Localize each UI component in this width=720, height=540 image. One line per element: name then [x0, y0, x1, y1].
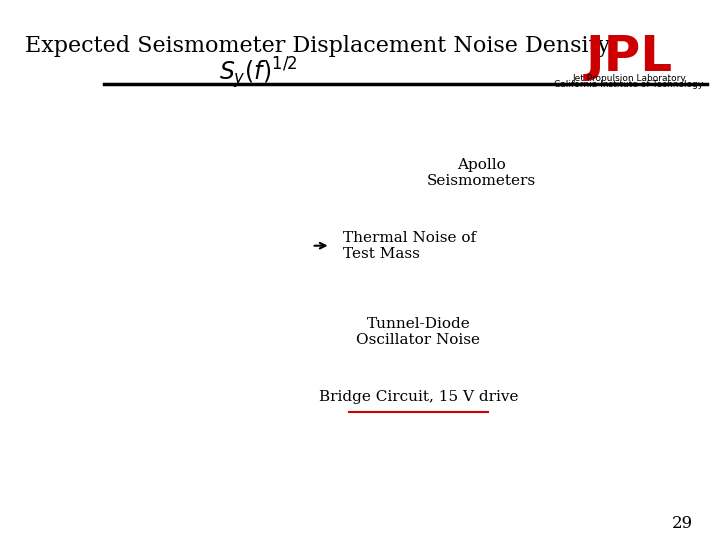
- Text: 29: 29: [672, 515, 693, 532]
- Text: $S_y(f)^{1/2}$: $S_y(f)^{1/2}$: [219, 55, 297, 91]
- Text: Thermal Noise of
Test Mass: Thermal Noise of Test Mass: [343, 231, 476, 261]
- Text: California Institute of Technology: California Institute of Technology: [554, 80, 703, 89]
- Text: Apollo
Seismometers: Apollo Seismometers: [427, 158, 536, 188]
- Text: JPL: JPL: [585, 33, 672, 80]
- Text: Tunnel-Diode
Oscillator Noise: Tunnel-Diode Oscillator Noise: [356, 317, 480, 347]
- Text: Bridge Circuit, 15 V drive: Bridge Circuit, 15 V drive: [319, 390, 518, 404]
- Text: Expected Seismometer Displacement Noise Density: Expected Seismometer Displacement Noise …: [25, 35, 611, 57]
- Text: Jet Propulsion Laboratory: Jet Propulsion Laboratory: [572, 74, 685, 83]
